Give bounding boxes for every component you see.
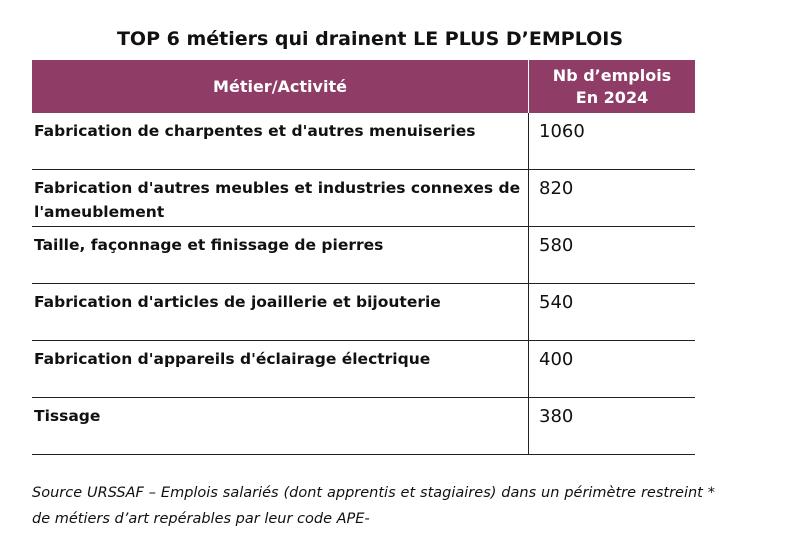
table-header: Métier/Activité Nb d’emplois En 2024 [32, 60, 695, 113]
count-cell: 540 [539, 292, 574, 313]
table-row: Fabrication d'appareils d'éclairage élec… [32, 341, 695, 398]
table-row: Fabrication d'articles de joaillerie et … [32, 284, 695, 341]
source-note: Source URSSAF – Emplois salariés (dont a… [32, 485, 715, 527]
header-line: En 2024 [575, 87, 649, 107]
count-cell: 820 [539, 178, 574, 199]
activity-cell: Fabrication d'autres meubles et industri… [32, 170, 529, 226]
count-cell: 380 [539, 406, 574, 427]
activity-cell: Fabrication d'appareils d'éclairage élec… [32, 341, 529, 397]
activity-cell: Fabrication de charpentes et d'autres me… [32, 113, 529, 169]
table-row: Fabrication d'autres meubles et industri… [32, 170, 695, 227]
table-row: Tissage 380 [32, 398, 695, 455]
count-cell: 580 [539, 235, 574, 256]
header-cell: Nb d’emplois En 2024 [529, 60, 695, 113]
count-cell: 400 [539, 349, 574, 370]
header-line: Nb d’emplois [552, 65, 672, 85]
table-row: Taille, façonnage et finissage de pierre… [32, 227, 695, 284]
activity-cell: Tissage [32, 398, 529, 454]
header-cell: Métier/Activité [32, 60, 529, 113]
activity-cell: Fabrication d'articles de joaillerie et … [32, 284, 529, 340]
title: TOP 6 métiers qui drainent LE PLUS D’EMP… [116, 28, 624, 50]
count-cell: 1060 [539, 121, 585, 142]
table-body: Fabrication de charpentes et d'autres me… [32, 113, 695, 455]
table: Métier/Activité Nb d’emplois En 2024 Fab… [32, 60, 695, 455]
table-row: Fabrication de charpentes et d'autres me… [32, 113, 695, 170]
activity-cell: Taille, façonnage et finissage de pierre… [32, 227, 529, 283]
